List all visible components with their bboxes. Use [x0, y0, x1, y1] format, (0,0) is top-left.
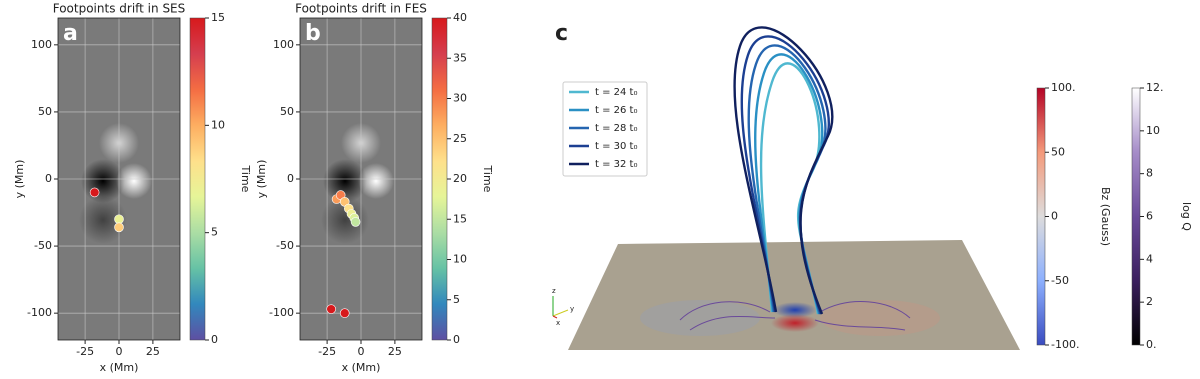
legend-label: t = 26 t₀: [595, 105, 638, 116]
field-line: [733, 26, 834, 315]
footpoint: [114, 214, 124, 225]
colorbar-label: log Q: [1180, 202, 1193, 231]
triad-axis: [552, 309, 569, 317]
x-tick-label: 25: [146, 345, 160, 358]
chart-title: Footpoints drift in FES: [295, 2, 427, 16]
colorbar-label: Time: [239, 165, 252, 193]
y-axis-label: y (Mm): [255, 160, 268, 199]
y-tick-label: 0: [287, 172, 294, 185]
legend-label: t = 24 t₀: [595, 87, 638, 98]
y-tick-label: -100: [269, 306, 294, 319]
colorbar: [431, 17, 448, 341]
colorbar-tick-label: 10: [211, 118, 225, 131]
colorbar-tick-label: 20: [453, 172, 467, 185]
legend-label: t = 32 t₀: [595, 159, 638, 170]
y-tick-label: -50: [34, 239, 52, 252]
colorbar-tick-label: 5: [453, 293, 460, 306]
colorbar-tick-label: 15: [211, 11, 225, 24]
x-axis-label: x (Mm): [100, 361, 139, 374]
x-tick-label: 0: [358, 345, 365, 358]
colorbar-tick-label: 4: [1146, 252, 1153, 265]
x-tick-label: -25: [76, 345, 94, 358]
colorbar-tick-label: 15: [453, 212, 467, 225]
colorbar-label: Time: [481, 165, 494, 193]
colorbar: [1131, 87, 1141, 346]
x-axis-label: x (Mm): [342, 361, 381, 374]
colorbar-tick-label: 50: [1051, 145, 1065, 158]
triad-axis: [552, 315, 558, 319]
colorbar-tick-label: 25: [453, 132, 467, 145]
colorbar-tick-label: -100.: [1051, 338, 1079, 351]
chart-title: Footpoints drift in SES: [53, 2, 186, 16]
colorbar-label: Bz (Gauss): [1099, 187, 1112, 246]
colorbar-tick-label: 100.: [1051, 81, 1076, 94]
panel-letter: c: [555, 21, 568, 46]
colorbar-tick-label: 8: [1146, 167, 1153, 180]
panel-letter: a: [63, 21, 78, 46]
plot-frame: [299, 17, 423, 341]
colorbar-tick-label: 10: [453, 253, 467, 266]
colorbar-tick-label: 6: [1146, 210, 1153, 223]
y-axis-label: y (Mm): [13, 160, 26, 199]
y-tick-label: -100: [27, 306, 52, 319]
x-tick-label: 0: [116, 345, 123, 358]
colorbar-tick-label: 5: [211, 226, 218, 239]
colorbar-tick-label: 0: [211, 333, 218, 346]
footpoint: [114, 222, 124, 233]
photosphere-plane: [568, 240, 1020, 350]
legend-box: [562, 81, 648, 177]
panel-letter: b: [305, 21, 321, 46]
y-tick-label: 50: [38, 105, 52, 118]
legend-label: t = 28 t₀: [595, 123, 638, 134]
colorbar-tick-label: 35: [453, 51, 467, 64]
colorbar-tick-label: 40: [453, 11, 467, 24]
colorbar-tick-label: 10: [1146, 124, 1160, 137]
triad-label: z: [552, 287, 556, 295]
footpoint: [326, 304, 336, 314]
x-tick-label: -25: [318, 345, 336, 358]
colorbar: [189, 17, 206, 341]
colorbar: [1036, 87, 1046, 346]
colorbar-tick-label: 0.: [1146, 338, 1157, 351]
colorbar-tick-label: 12.: [1146, 81, 1164, 94]
footpoint: [339, 308, 350, 318]
y-tick-label: 50: [280, 105, 294, 118]
plot-frame: [57, 17, 181, 341]
y-tick-label: -50: [276, 239, 294, 252]
footpoint: [350, 217, 361, 227]
colorbar-tick-label: 2: [1146, 295, 1153, 308]
colorbar-tick-label: 30: [453, 92, 467, 105]
y-tick-label: 100: [31, 38, 52, 51]
footpoint: [89, 187, 100, 198]
y-tick-label: 0: [45, 172, 52, 185]
triad-label: x: [556, 319, 560, 327]
triad-label: y: [570, 305, 574, 313]
colorbar-tick-label: -50: [1051, 274, 1069, 287]
x-tick-label: 25: [388, 345, 402, 358]
colorbar-tick-label: 0: [453, 333, 460, 346]
y-tick-label: 100: [273, 38, 294, 51]
legend-label: t = 30 t₀: [595, 141, 638, 152]
colorbar-tick-label: 0: [1051, 210, 1058, 223]
